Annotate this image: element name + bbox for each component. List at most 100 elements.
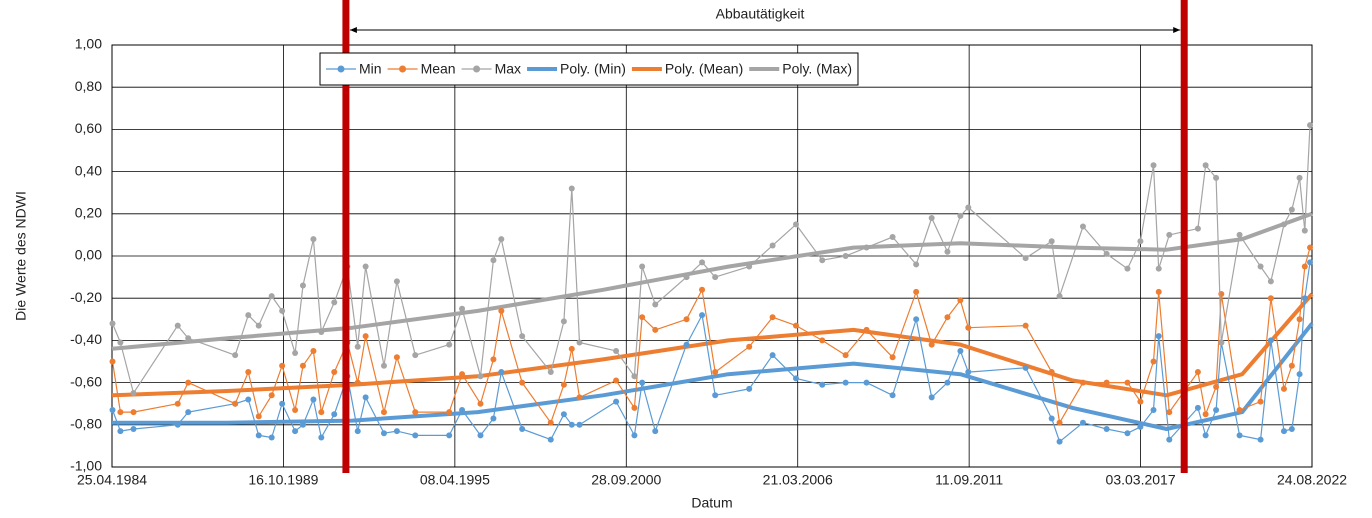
x-tick-label: 28.09.2000 [591, 472, 661, 488]
point [362, 333, 369, 340]
legend-label: Poly. (Mean) [665, 61, 743, 77]
point [1079, 223, 1086, 230]
point [1213, 383, 1220, 390]
point [944, 379, 951, 386]
legend-label: Mean [421, 61, 456, 77]
point [793, 322, 799, 329]
point [318, 409, 325, 416]
point [842, 379, 849, 386]
point [174, 322, 181, 329]
point [331, 369, 338, 376]
point [393, 354, 400, 361]
point [819, 337, 826, 344]
point [268, 392, 275, 399]
point [1048, 369, 1055, 376]
point [928, 394, 935, 401]
point [1079, 379, 1086, 386]
y-tick-label: -0,80 [70, 416, 102, 432]
point [639, 314, 646, 321]
point [380, 409, 387, 416]
point [957, 347, 964, 354]
point [299, 282, 306, 289]
point [652, 301, 659, 308]
point [652, 326, 659, 333]
point [1056, 419, 1063, 426]
point [362, 263, 369, 270]
point [769, 314, 776, 321]
point [613, 377, 620, 384]
point [1296, 174, 1303, 181]
point [130, 409, 137, 416]
trend-line [111, 292, 1314, 398]
series-line [111, 125, 1311, 394]
point [310, 236, 317, 243]
point [1288, 362, 1295, 369]
point [1257, 436, 1264, 443]
point [245, 396, 252, 403]
point [292, 407, 299, 414]
point [1280, 428, 1287, 435]
point [1137, 398, 1144, 405]
point [1202, 411, 1209, 418]
point [109, 320, 116, 327]
point [490, 257, 497, 264]
point [631, 373, 638, 380]
point [318, 328, 325, 335]
y-tick-label: -1,00 [70, 458, 102, 474]
point [446, 432, 453, 439]
point [498, 369, 505, 376]
point [576, 339, 583, 346]
point [639, 379, 646, 386]
point [889, 392, 896, 399]
point [299, 362, 306, 369]
point [1280, 221, 1287, 228]
point [130, 426, 137, 433]
point [498, 307, 505, 314]
point [1257, 263, 1264, 270]
legend-label: Max [495, 61, 521, 77]
point [1056, 293, 1063, 300]
point [944, 314, 951, 321]
legend-marker [473, 65, 481, 73]
point [310, 347, 317, 354]
point [1194, 404, 1201, 411]
y-tick-label: 0,40 [75, 162, 102, 178]
point [1301, 227, 1308, 234]
point [130, 390, 137, 397]
point [1307, 244, 1314, 251]
point [255, 322, 262, 329]
point [459, 371, 466, 378]
point [547, 369, 554, 376]
point [412, 352, 419, 359]
point [268, 434, 275, 441]
point [109, 358, 116, 365]
point [477, 432, 484, 439]
point [519, 426, 526, 433]
point [1213, 174, 1220, 181]
point [1137, 423, 1144, 430]
point [1166, 436, 1173, 443]
point [746, 263, 753, 270]
y-tick-label: -0,60 [70, 373, 102, 389]
point [928, 215, 935, 222]
x-tick-label: 03.03.2017 [1106, 472, 1176, 488]
point [1056, 438, 1063, 445]
point [117, 339, 124, 346]
point [1137, 238, 1144, 245]
point [769, 352, 776, 359]
trend-line [112, 322, 1314, 431]
point [498, 236, 505, 243]
point [412, 409, 419, 416]
point [279, 307, 286, 314]
point [1307, 259, 1314, 266]
point [477, 373, 484, 380]
point [393, 428, 400, 435]
point [568, 421, 575, 428]
point [380, 362, 387, 369]
point [613, 398, 620, 405]
x-tick-label: 11.09.2011 [935, 472, 1003, 488]
point [331, 299, 338, 306]
x-tick-label: 25.04.1984 [77, 472, 147, 488]
point [1257, 398, 1264, 405]
